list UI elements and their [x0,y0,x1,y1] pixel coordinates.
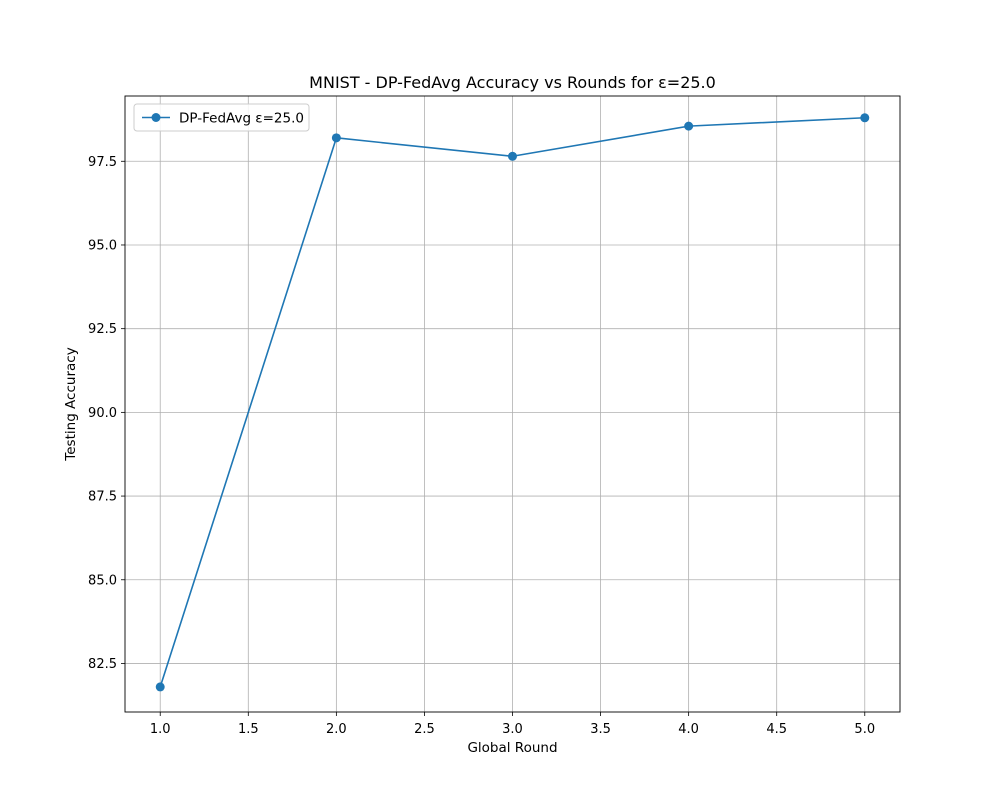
data-point [155,682,165,692]
y-tick-label: 82.5 [88,657,117,672]
chart-title: MNIST - DP-FedAvg Accuracy vs Rounds for… [309,73,716,92]
legend: DP-FedAvg ε=25.0 [133,103,310,132]
x-tick-label: 3.0 [502,722,523,737]
x-tick-label: 1.0 [150,722,171,737]
x-tick-label: 5.0 [854,722,875,737]
x-tick-label: 4.5 [766,722,787,737]
x-tick-label: 4.0 [678,722,699,737]
x-axis-label: Global Round [467,740,557,756]
grid-lines [125,96,900,712]
y-axis-ticks: 82.5 85.0 87.5 90.0 92.5 95.0 97.5 [88,155,125,672]
x-axis-ticks: 1.0 1.5 2.0 2.5 3.0 3.5 4.0 4.5 5.0 [150,712,875,737]
y-tick-label: 85.0 [88,573,117,588]
y-tick-label: 87.5 [88,490,117,505]
y-tick-label: 95.0 [88,238,117,253]
data-point [331,133,341,143]
series-layer [155,113,870,692]
data-point [860,113,870,123]
x-tick-label: 1.5 [238,722,259,737]
y-tick-label: 90.0 [88,406,117,421]
legend-box [133,103,310,132]
y-tick-label: 92.5 [88,322,117,337]
x-tick-label: 2.5 [414,722,435,737]
x-tick-label: 2.0 [326,722,347,737]
legend-label: DP-FedAvg ε=25.0 [179,111,304,127]
y-tick-label: 97.5 [88,155,117,170]
data-point [684,121,694,131]
y-axis-label: Testing Accuracy [63,347,79,461]
x-tick-label: 3.5 [590,722,611,737]
data-point [508,151,517,161]
legend-marker [151,113,161,122]
